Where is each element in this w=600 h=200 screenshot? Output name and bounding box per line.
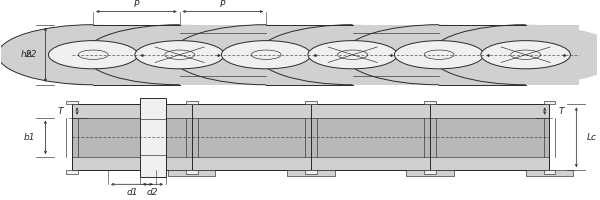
Circle shape bbox=[481, 41, 571, 69]
Text: d2: d2 bbox=[147, 188, 158, 197]
Bar bbox=[353, 33, 439, 76]
Bar bbox=[424, 170, 436, 174]
Bar bbox=[179, 33, 266, 76]
Bar bbox=[266, 25, 353, 85]
Circle shape bbox=[165, 50, 194, 59]
Circle shape bbox=[251, 50, 281, 59]
Bar bbox=[544, 170, 556, 174]
Text: b1: b1 bbox=[23, 133, 35, 142]
Text: P: P bbox=[134, 0, 139, 9]
Circle shape bbox=[0, 25, 188, 85]
Circle shape bbox=[424, 50, 454, 59]
Circle shape bbox=[284, 33, 421, 76]
Circle shape bbox=[197, 33, 335, 76]
Bar bbox=[185, 101, 197, 104]
Text: Lc: Lc bbox=[587, 133, 597, 142]
Bar bbox=[526, 170, 574, 176]
Bar bbox=[140, 98, 166, 177]
Bar bbox=[305, 101, 317, 104]
Text: T: T bbox=[58, 107, 64, 116]
Bar bbox=[168, 170, 215, 176]
Bar bbox=[72, 118, 550, 157]
Circle shape bbox=[111, 33, 248, 76]
Circle shape bbox=[221, 41, 311, 69]
Text: h2: h2 bbox=[26, 50, 37, 59]
Circle shape bbox=[49, 41, 138, 69]
Circle shape bbox=[257, 25, 448, 85]
Circle shape bbox=[344, 25, 535, 85]
Bar bbox=[305, 170, 317, 174]
Bar bbox=[72, 25, 580, 85]
Circle shape bbox=[308, 41, 397, 69]
Bar bbox=[67, 101, 78, 104]
Circle shape bbox=[135, 41, 224, 69]
Circle shape bbox=[171, 25, 362, 85]
Circle shape bbox=[430, 25, 600, 85]
Circle shape bbox=[78, 50, 108, 59]
Text: h2: h2 bbox=[21, 50, 32, 59]
Text: d1: d1 bbox=[126, 188, 137, 197]
Bar bbox=[406, 170, 454, 176]
Circle shape bbox=[370, 33, 508, 76]
Bar bbox=[72, 104, 550, 170]
Circle shape bbox=[338, 50, 368, 59]
Circle shape bbox=[394, 41, 484, 69]
Text: T: T bbox=[559, 107, 564, 116]
Bar bbox=[424, 101, 436, 104]
Circle shape bbox=[511, 50, 541, 59]
Bar bbox=[544, 101, 556, 104]
Bar bbox=[67, 170, 78, 174]
Circle shape bbox=[84, 25, 275, 85]
Bar bbox=[439, 25, 526, 85]
Text: P: P bbox=[220, 0, 226, 9]
Bar bbox=[93, 25, 179, 85]
Bar bbox=[287, 170, 335, 176]
Bar bbox=[185, 170, 197, 174]
